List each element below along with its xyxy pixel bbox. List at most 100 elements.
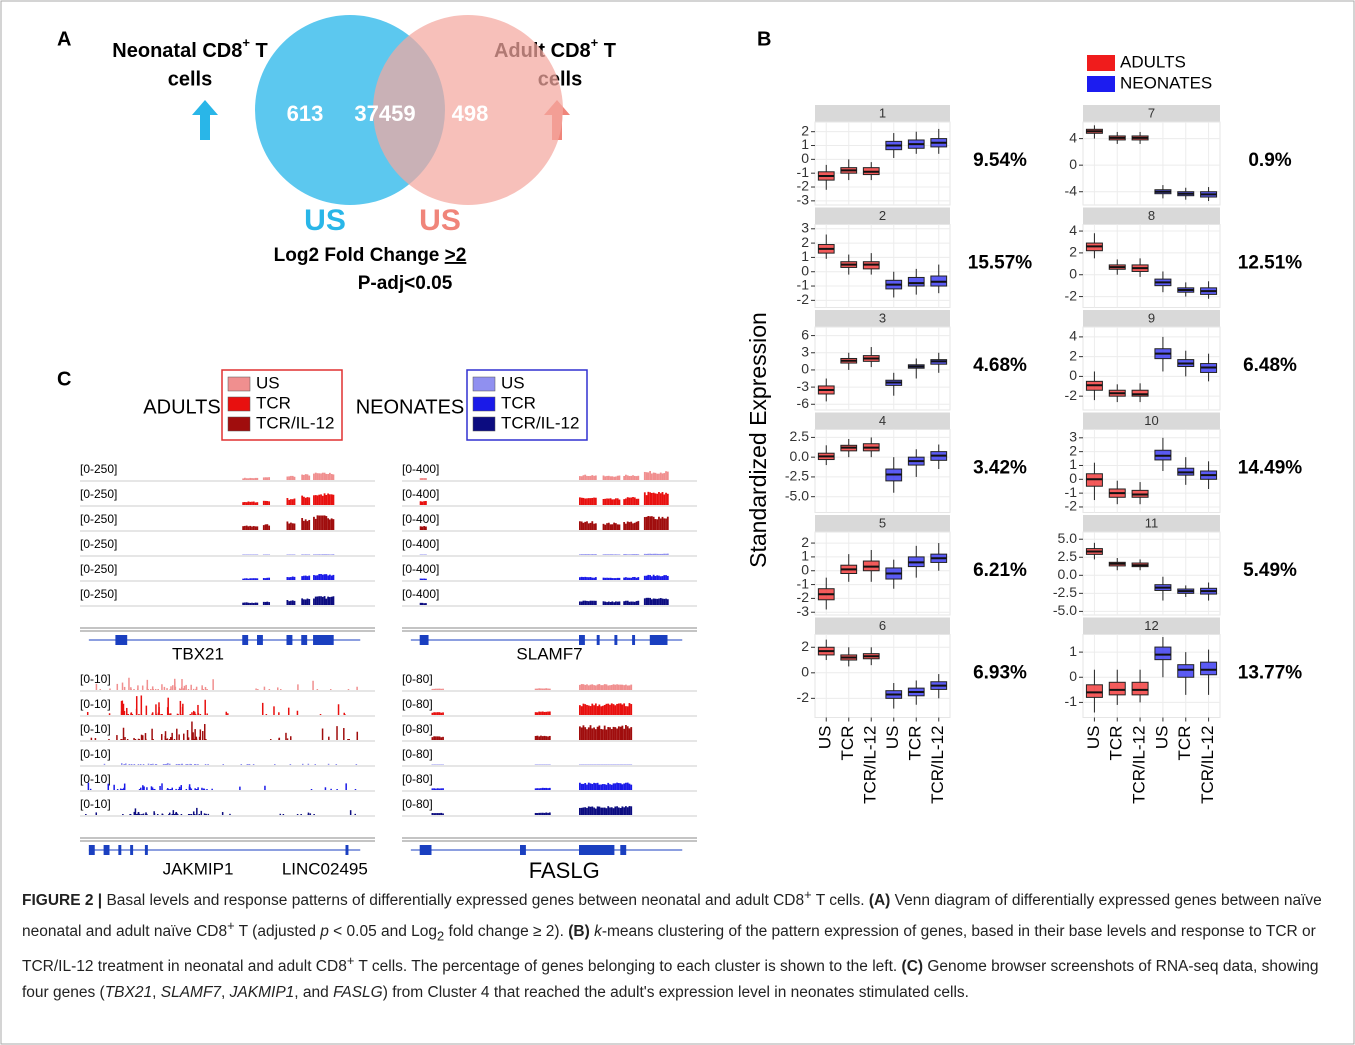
track-signal xyxy=(584,764,587,765)
track-signal xyxy=(594,729,597,740)
track-signal xyxy=(593,764,595,765)
y-tick-label: -3 xyxy=(797,378,810,394)
track-signal xyxy=(211,788,213,790)
track-signal xyxy=(666,599,669,605)
track-signal xyxy=(320,515,322,530)
track-signal xyxy=(607,601,610,605)
track-signal xyxy=(266,477,269,480)
y-tick-label: 0 xyxy=(1069,367,1077,383)
track-signal xyxy=(204,686,207,690)
track-signal xyxy=(594,703,597,715)
track-signal xyxy=(637,600,640,605)
track-signal xyxy=(254,578,257,580)
track-signal xyxy=(268,602,271,605)
track-signal xyxy=(609,476,612,480)
track-signal xyxy=(623,703,626,715)
track-signal xyxy=(153,811,155,815)
up-arrow xyxy=(192,100,218,140)
track-signal xyxy=(199,714,202,715)
track-signal xyxy=(328,472,331,480)
track-signal xyxy=(203,724,206,740)
facet-strip xyxy=(1083,310,1220,327)
track-signal xyxy=(269,739,272,740)
track-signal xyxy=(196,807,198,815)
track-signal xyxy=(649,575,652,580)
track-signal xyxy=(200,810,203,815)
track-signal xyxy=(172,810,175,815)
track-signal xyxy=(612,783,615,790)
track-signal xyxy=(589,522,592,530)
track-signal xyxy=(540,764,542,765)
y-tick-label: -2 xyxy=(797,689,810,705)
track-signal xyxy=(304,497,307,505)
track-signal xyxy=(654,553,657,555)
track-signal xyxy=(332,494,335,505)
track-signal xyxy=(584,521,587,530)
track-signal xyxy=(580,476,583,480)
track-signal xyxy=(609,554,612,555)
track-signal xyxy=(140,695,143,715)
track-signal xyxy=(173,678,176,690)
track-signal xyxy=(625,554,627,555)
track-signal xyxy=(161,714,163,715)
track-signal xyxy=(175,788,177,790)
track-signal xyxy=(580,576,583,580)
track-signal xyxy=(442,736,444,740)
track-signal xyxy=(297,684,299,690)
track-signal xyxy=(153,789,156,790)
track-signal xyxy=(268,501,271,505)
track-signal xyxy=(332,554,335,555)
track-signal xyxy=(168,814,170,815)
track-signal xyxy=(247,501,250,505)
title-part: Neonatal CD8 xyxy=(112,40,242,62)
box-body xyxy=(1154,646,1172,661)
track-signal xyxy=(652,516,655,530)
track-signal xyxy=(540,688,542,690)
track-signal xyxy=(582,600,585,605)
track-signal xyxy=(602,784,604,790)
y-tick-label: -2 xyxy=(797,589,810,605)
track-signal xyxy=(327,554,330,555)
track-signal xyxy=(440,688,443,690)
track-signal xyxy=(256,526,259,530)
track-signal xyxy=(598,684,601,690)
track-signal xyxy=(658,492,660,505)
track-signal xyxy=(282,814,285,815)
track-signal xyxy=(580,807,583,815)
track-signal xyxy=(202,689,205,690)
track-signal xyxy=(616,806,618,815)
track-signal xyxy=(580,727,583,740)
gene-name: JAKMIP1 xyxy=(163,859,234,878)
track-signal xyxy=(431,688,434,690)
track-signal xyxy=(154,689,157,690)
track-signal xyxy=(547,788,549,790)
track-signal xyxy=(181,679,183,690)
track-signal xyxy=(245,602,248,605)
track-signal xyxy=(593,600,595,605)
track-signal xyxy=(172,685,174,690)
track-signal xyxy=(659,472,662,480)
track-signal xyxy=(632,554,634,555)
track-signal xyxy=(327,763,330,765)
track-signal xyxy=(167,697,169,715)
gene-name: TBX21 xyxy=(172,644,224,663)
track-signal xyxy=(630,764,633,765)
track-signal xyxy=(614,764,617,765)
caption-text: p xyxy=(320,923,329,941)
track-signal xyxy=(591,521,594,530)
track-signal xyxy=(609,727,611,740)
facet-strip xyxy=(815,412,950,430)
track-signal xyxy=(654,519,657,530)
track-signal xyxy=(659,553,662,555)
track-signal xyxy=(307,812,310,815)
track-signal xyxy=(229,813,231,815)
track-signal xyxy=(316,575,319,580)
track-range: [0-80] xyxy=(402,747,433,761)
plot-area xyxy=(814,121,951,206)
track-signal xyxy=(635,521,638,530)
track-signal xyxy=(254,502,257,505)
track-signal xyxy=(306,474,309,480)
track-signal xyxy=(195,686,198,690)
track-signal xyxy=(166,738,169,740)
track-signal xyxy=(327,596,330,605)
